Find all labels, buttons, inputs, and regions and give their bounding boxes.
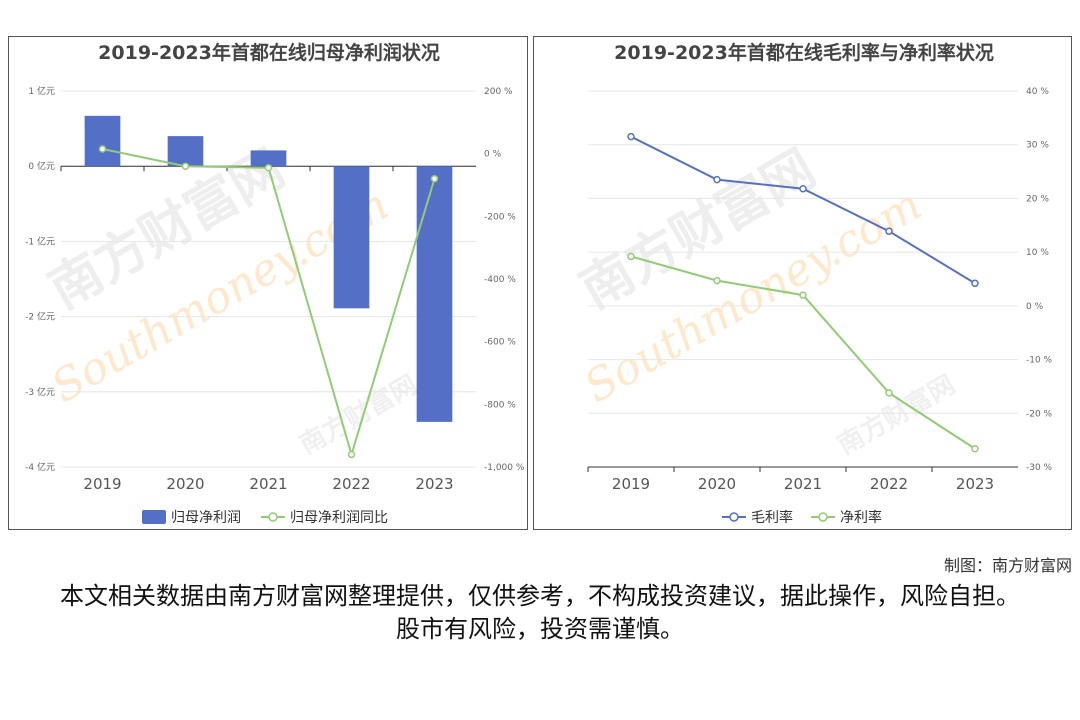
x-axis-tick-label: 2022 [332, 475, 370, 493]
x-axis-tick-label: 2020 [698, 475, 736, 493]
point-net-margin [885, 389, 893, 397]
bar-net-profit [84, 115, 121, 167]
bar-net-profit [167, 136, 204, 167]
right-axis-tick-label: 0 % [1026, 302, 1044, 312]
margin-chart-panel: 南方财富网 Southmoney.com 南方财富网 2019-2023年首都在线毛利… [533, 36, 1072, 530]
right-axis-tick-label: 30 % [1026, 141, 1049, 151]
right-axis-tick-label: 10 % [1026, 248, 1049, 258]
right-axis-tick-label: -20 % [1026, 409, 1053, 419]
x-axis-tick-label: 2019 [612, 475, 650, 493]
chart-credit: 制图：南方财富网 [943, 556, 1072, 575]
right-axis-tick-label: 200 % [484, 87, 513, 97]
profit-chart: 南方财富网Southmoney.com南方财富网2019-2023年首都在线归母… [25, 41, 525, 526]
legend-label: 净利率 [840, 509, 882, 526]
chart-title: 2019-2023年首都在线归母净利润状况 [98, 41, 440, 64]
disclaimer-text: 本文相关数据由南方财富网整理提供，仅供参考，不构成投资建议，据此操作，风险自担。… [60, 582, 1020, 643]
x-axis-tick-label: 2023 [956, 475, 994, 493]
right-axis-tick-label: -1,000 % [484, 463, 525, 473]
right-axis-tick-label: -200 % [484, 212, 516, 222]
right-axis-tick-label: -600 % [484, 338, 516, 348]
left-axis-tick-label: -1 亿元 [25, 235, 55, 247]
point-gross-margin [713, 175, 721, 184]
point-yoy [181, 162, 190, 170]
legend-label: 归母净利润同比 [290, 509, 388, 526]
right-axis-tick-label: -400 % [484, 275, 516, 285]
point-gross-margin [627, 132, 635, 141]
x-axis-tick-label: 2022 [870, 475, 908, 493]
legend-label: 毛利率 [751, 509, 793, 526]
left-axis-tick-label: -4 亿元 [25, 461, 55, 473]
x-axis-tick-label: 2019 [83, 475, 121, 493]
legend-swatch-bar [142, 510, 166, 524]
point-yoy [430, 174, 439, 183]
profit-chart-panel: 南方财富网 Southmoney.com 南方财富网 2019-2023年首都在线归母… [8, 36, 528, 530]
watermark-logo-cn-small: 南方财富网 [832, 369, 960, 461]
point-yoy [98, 145, 107, 153]
x-axis-tick-label: 2020 [166, 475, 204, 493]
right-axis-tick-label: 0 % [484, 150, 502, 160]
right-axis-tick-label: -30 % [1026, 463, 1053, 473]
legend-swatch-marker [729, 512, 739, 522]
left-axis-tick-label: 1 亿元 [28, 85, 55, 97]
point-net-margin [799, 291, 807, 299]
point-gross-margin [971, 279, 979, 288]
bar-net-profit [416, 166, 453, 422]
chart-title: 2019-2023年首都在线毛利率与净利率状况 [614, 41, 994, 64]
right-axis-tick-label: 40 % [1026, 87, 1049, 97]
x-axis-tick-label: 2021 [249, 475, 287, 493]
point-gross-margin [799, 185, 807, 193]
right-axis-tick-label: -800 % [484, 400, 516, 410]
left-axis-tick-label: -2 亿元 [25, 311, 55, 323]
legend-swatch-marker [268, 512, 278, 522]
left-axis-tick-label: -3 亿元 [25, 386, 55, 398]
point-yoy [264, 164, 273, 172]
x-axis-tick-label: 2023 [415, 475, 453, 493]
point-gross-margin [885, 227, 893, 235]
point-net-margin [627, 252, 635, 261]
legend-swatch-marker [818, 512, 828, 522]
bar-net-profit [250, 150, 287, 167]
watermark-logo-cn-small: 南方财富网 [294, 369, 422, 461]
point-yoy [347, 450, 356, 459]
left-axis-tick-label: 0 亿元 [28, 160, 55, 172]
x-axis-tick-label: 2021 [784, 475, 822, 493]
right-axis-tick-label: 20 % [1026, 194, 1049, 204]
point-net-margin [971, 444, 979, 453]
legend-label: 归母净利润 [171, 509, 241, 526]
bar-net-profit [333, 166, 370, 309]
right-axis-tick-label: -10 % [1026, 356, 1053, 366]
point-net-margin [713, 276, 721, 285]
